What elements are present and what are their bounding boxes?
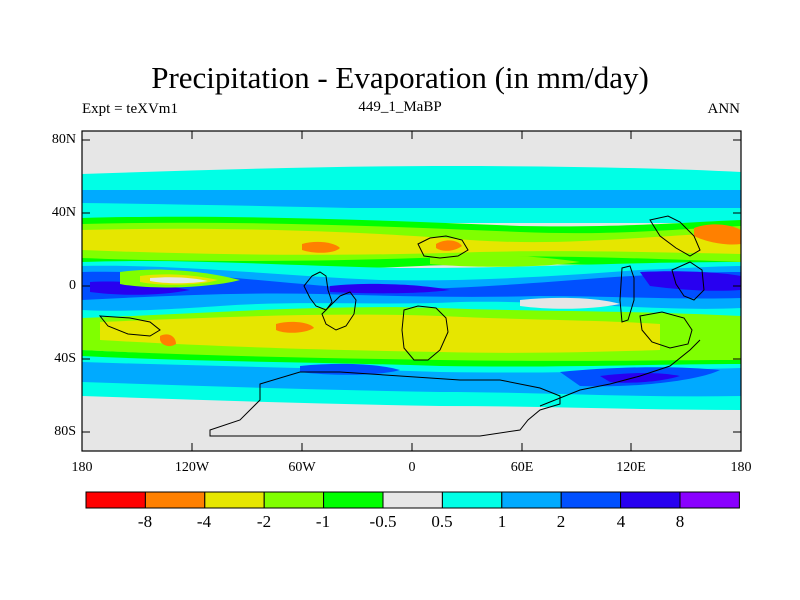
dry-orange-2 xyxy=(694,224,741,245)
coast-south-america xyxy=(321,291,357,331)
colorbar-swatch xyxy=(263,491,325,509)
coast-asia-2 xyxy=(671,261,705,301)
lat-label-80s: 80S xyxy=(54,424,76,439)
lon-label-0: 0 xyxy=(408,460,416,475)
lon-label-120e: 120E xyxy=(616,460,646,475)
dry-orange-5 xyxy=(276,321,314,333)
colorbar-swatch xyxy=(679,491,740,509)
dry-orange-3 xyxy=(436,240,462,251)
colorbar xyxy=(85,491,740,509)
lon-ticks xyxy=(191,131,632,451)
eq-neutral2 xyxy=(520,297,620,309)
colorbar-label: -4 xyxy=(196,512,212,531)
dry-orange-4 xyxy=(160,334,176,347)
experiment-label: Expt = teXVm1 xyxy=(82,101,178,117)
coast-islands xyxy=(98,315,161,337)
band-eq-dblue2 xyxy=(640,271,741,291)
coastlines xyxy=(98,215,705,437)
lon-label-120w: 120W xyxy=(174,460,210,475)
coast-asia-1 xyxy=(619,265,635,323)
coast-africa xyxy=(401,305,449,361)
band-eq-dblue xyxy=(90,281,190,295)
lat-label-40n: 40N xyxy=(51,205,76,220)
colorbar-swatch xyxy=(501,491,562,509)
eq-dry-lgreen2 xyxy=(430,255,580,267)
band-ssubtrop-yellow xyxy=(100,314,660,353)
lon-label-180e: 180 xyxy=(730,460,752,475)
season-label: ANN xyxy=(707,101,741,117)
band-south-lblue xyxy=(82,362,741,397)
eq-neutral xyxy=(150,277,208,284)
colorbar-label: 8 xyxy=(675,512,685,531)
colorbar-swatch xyxy=(144,491,206,509)
colorbar-swatch xyxy=(382,491,443,509)
band-north-blue xyxy=(82,190,741,208)
colorbar-label: -8 xyxy=(137,512,153,531)
lat-ticks xyxy=(82,139,741,433)
colorbar-label: 4 xyxy=(616,512,626,531)
band-nsubtrop-yellow xyxy=(82,228,741,255)
plot-title: Precipitation - Evaporation (in mm/day) xyxy=(151,60,649,95)
colorbar-label: -2 xyxy=(256,512,272,531)
lat-label-80n: 80N xyxy=(51,132,76,147)
colorbar-swatch xyxy=(441,491,503,509)
lat-label-0: 0 xyxy=(69,278,76,293)
colorbar-label: 0.5 xyxy=(431,512,453,531)
colorbar-label: 2 xyxy=(556,512,566,531)
band-eq-dblue3 xyxy=(330,283,450,294)
coast-australia xyxy=(639,311,693,349)
coast-southern-landmass xyxy=(209,371,561,437)
colorbar-swatch xyxy=(323,491,384,509)
lon-label-60w: 60W xyxy=(288,460,316,475)
lat-label-40s: 40S xyxy=(54,351,76,366)
band-south-dblue xyxy=(600,373,680,383)
coast-europe xyxy=(417,235,469,259)
colorbar-label: -1 xyxy=(315,512,331,531)
colorbar-label: 1 xyxy=(497,512,507,531)
dry-orange-1 xyxy=(302,241,340,253)
colorbar-label: -0.5 xyxy=(369,512,397,531)
lon-label-180w: 180 xyxy=(71,460,93,475)
colorbar-swatch xyxy=(560,491,622,509)
band-eq-blue xyxy=(82,271,741,300)
colorbar-swatch xyxy=(85,491,146,509)
colorbar-swatch xyxy=(620,491,681,509)
pe-field xyxy=(82,131,741,451)
coast-southeast-landmass xyxy=(539,339,701,407)
coast-asia-3 xyxy=(649,215,701,257)
colorbar-swatch xyxy=(204,491,265,509)
experiment-id: 449_1_MaBP xyxy=(358,99,442,115)
lon-label-60e: 60E xyxy=(510,460,534,475)
coast-north-america xyxy=(303,271,333,311)
